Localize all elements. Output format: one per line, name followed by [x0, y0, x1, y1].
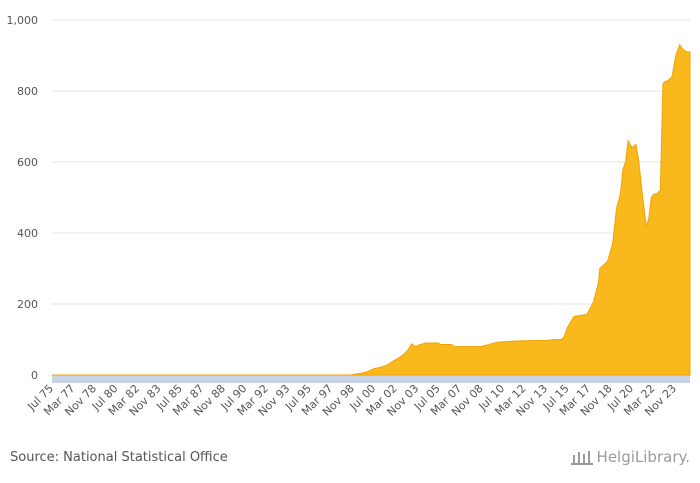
y-tick-label: 400: [17, 227, 38, 240]
y-tick-label: 800: [17, 85, 38, 98]
y-tick-label: 1,000: [7, 14, 39, 27]
series-area-path: [52, 43, 691, 376]
helgi-library-logo: HelgiLibrary.: [570, 448, 690, 466]
axis-band: [52, 375, 690, 383]
y-tick-label: 0: [31, 369, 38, 382]
y-axis-ticks: 0 200 400 600 800 1,000: [7, 14, 39, 382]
library-icon: [570, 449, 593, 465]
y-tick-label: 600: [17, 156, 38, 169]
x-axis-band: [52, 375, 690, 383]
series-area: [52, 43, 691, 376]
y-tick-label: 200: [17, 298, 38, 311]
source-note: Source: National Statistical Office: [10, 450, 228, 465]
logo-text: HelgiLibrary.: [596, 448, 690, 466]
grid-lines: [52, 19, 690, 305]
